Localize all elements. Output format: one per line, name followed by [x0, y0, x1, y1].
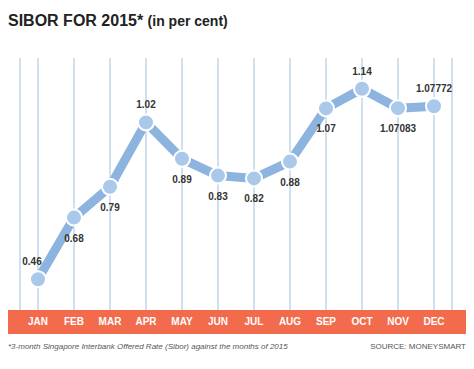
- html-text:SIBOR FOR 2015* (in per cent): SIBOR FOR 2015* (in per cent): [8, 12, 228, 29]
- svg-text:0.68: 0.68: [64, 233, 84, 244]
- svg-text:1.02: 1.02: [136, 99, 156, 110]
- svg-text:JUN: JUN: [208, 316, 228, 327]
- svg-text:FEB: FEB: [64, 316, 84, 327]
- svg-text:0.79: 0.79: [100, 202, 120, 213]
- svg-text:0.89: 0.89: [172, 174, 192, 185]
- svg-text:1.07083: 1.07083: [380, 123, 417, 134]
- svg-text:JAN: JAN: [28, 316, 48, 327]
- svg-text:AUG: AUG: [279, 316, 301, 327]
- svg-text:APR: APR: [135, 316, 157, 327]
- svg-text:0.83: 0.83: [208, 191, 228, 202]
- svg-text:MAY: MAY: [171, 316, 193, 327]
- svg-text:DEC: DEC: [423, 316, 444, 327]
- svg-text:0.82: 0.82: [244, 193, 264, 204]
- svg-text:JUL: JUL: [245, 316, 264, 327]
- svg-text:0.46: 0.46: [22, 256, 42, 267]
- svg-text:1.07: 1.07: [316, 123, 336, 134]
- svg-text:SEP: SEP: [316, 316, 336, 327]
- svg-text:OCT: OCT: [351, 316, 372, 327]
- html-text:*3-month Singapore Interbank O: *3-month Singapore Interbank Offered Rat…: [8, 342, 288, 351]
- html-text:SOURCE: MONEYSMART: SOURCE: MONEYSMART: [370, 342, 466, 351]
- svg-text:1.07772: 1.07772: [416, 83, 453, 94]
- svg-text:1.14: 1.14: [352, 66, 372, 77]
- svg-text:NOV: NOV: [387, 316, 409, 327]
- svg-text:0.88: 0.88: [280, 177, 300, 188]
- svg-text:MAR: MAR: [99, 316, 123, 327]
